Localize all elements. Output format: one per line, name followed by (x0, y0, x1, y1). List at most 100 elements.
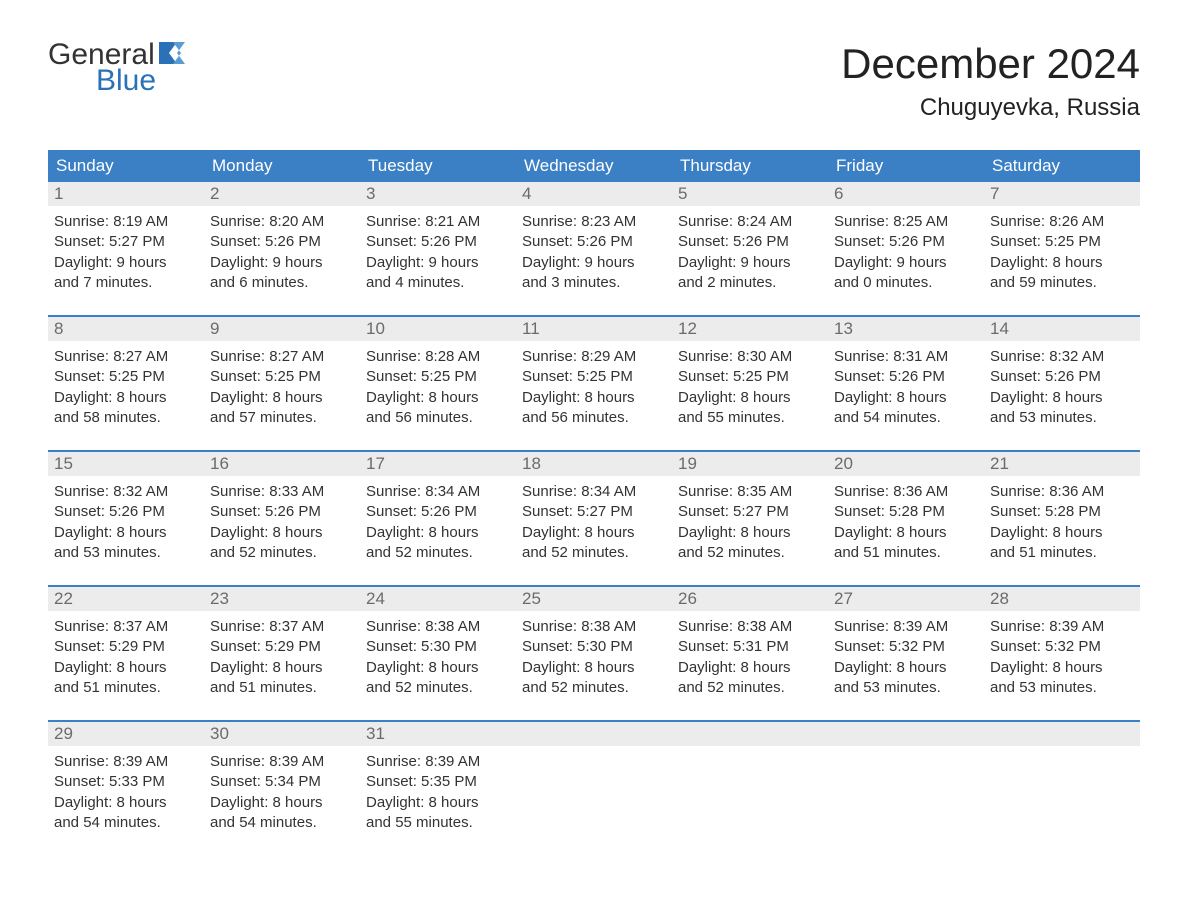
day-cell: 22Sunrise: 8:37 AMSunset: 5:29 PMDayligh… (48, 587, 204, 704)
sunrise-text: Sunrise: 8:26 AM (990, 212, 1134, 232)
sunrise-text: Sunrise: 8:21 AM (366, 212, 510, 232)
location: Chuguyevka, Russia (841, 94, 1140, 122)
day-number: 31 (360, 722, 516, 746)
sunrise-text: Sunrise: 8:39 AM (990, 617, 1134, 637)
sunrise-text: Sunrise: 8:36 AM (834, 482, 978, 502)
daylight-text-2: and 57 minutes. (210, 408, 354, 428)
daylight-text-2: and 55 minutes. (366, 813, 510, 833)
daylight-text-2: and 52 minutes. (210, 543, 354, 563)
week-row: 1Sunrise: 8:19 AMSunset: 5:27 PMDaylight… (48, 182, 1140, 299)
day-cell: 8Sunrise: 8:27 AMSunset: 5:25 PMDaylight… (48, 317, 204, 434)
day-cell: 20Sunrise: 8:36 AMSunset: 5:28 PMDayligh… (828, 452, 984, 569)
day-cell (828, 722, 984, 839)
daylight-text-2: and 51 minutes. (990, 543, 1134, 563)
month-title: December 2024 (841, 40, 1140, 88)
week-row: 29Sunrise: 8:39 AMSunset: 5:33 PMDayligh… (48, 720, 1140, 839)
daylight-text-1: Daylight: 8 hours (54, 658, 198, 678)
day-number: 29 (48, 722, 204, 746)
daylight-text-1: Daylight: 8 hours (990, 658, 1134, 678)
daylight-text-1: Daylight: 8 hours (834, 388, 978, 408)
day-content (984, 746, 1140, 816)
sunrise-text: Sunrise: 8:34 AM (366, 482, 510, 502)
day-number: 2 (204, 182, 360, 206)
day-number: 11 (516, 317, 672, 341)
daylight-text-2: and 51 minutes. (834, 543, 978, 563)
day-number: 15 (48, 452, 204, 476)
sunset-text: Sunset: 5:26 PM (54, 502, 198, 522)
day-cell: 30Sunrise: 8:39 AMSunset: 5:34 PMDayligh… (204, 722, 360, 839)
daylight-text-2: and 56 minutes. (522, 408, 666, 428)
sunset-text: Sunset: 5:33 PM (54, 772, 198, 792)
sunrise-text: Sunrise: 8:27 AM (54, 347, 198, 367)
day-cell: 3Sunrise: 8:21 AMSunset: 5:26 PMDaylight… (360, 182, 516, 299)
sunset-text: Sunset: 5:32 PM (990, 637, 1134, 657)
sunset-text: Sunset: 5:26 PM (522, 232, 666, 252)
sunrise-text: Sunrise: 8:19 AM (54, 212, 198, 232)
daylight-text-2: and 52 minutes. (678, 543, 822, 563)
daylight-text-2: and 53 minutes. (990, 408, 1134, 428)
sunset-text: Sunset: 5:31 PM (678, 637, 822, 657)
day-number (672, 722, 828, 746)
daylight-text-2: and 52 minutes. (366, 543, 510, 563)
sunrise-text: Sunrise: 8:33 AM (210, 482, 354, 502)
day-number: 21 (984, 452, 1140, 476)
daylight-text-1: Daylight: 8 hours (522, 658, 666, 678)
sunset-text: Sunset: 5:29 PM (54, 637, 198, 657)
day-cell (672, 722, 828, 839)
sunset-text: Sunset: 5:29 PM (210, 637, 354, 657)
day-number: 9 (204, 317, 360, 341)
daylight-text-2: and 7 minutes. (54, 273, 198, 293)
day-cell: 12Sunrise: 8:30 AMSunset: 5:25 PMDayligh… (672, 317, 828, 434)
daylight-text-2: and 54 minutes. (210, 813, 354, 833)
sunrise-text: Sunrise: 8:31 AM (834, 347, 978, 367)
sunrise-text: Sunrise: 8:27 AM (210, 347, 354, 367)
day-number: 3 (360, 182, 516, 206)
logo: General Blue (48, 40, 187, 96)
flag-icon (159, 42, 187, 68)
day-cell (984, 722, 1140, 839)
day-cell: 21Sunrise: 8:36 AMSunset: 5:28 PMDayligh… (984, 452, 1140, 569)
day-content: Sunrise: 8:39 AMSunset: 5:32 PMDaylight:… (828, 611, 984, 704)
daylight-text-1: Daylight: 8 hours (522, 523, 666, 543)
day-content: Sunrise: 8:28 AMSunset: 5:25 PMDaylight:… (360, 341, 516, 434)
daylight-text-1: Daylight: 8 hours (522, 388, 666, 408)
title-block: December 2024 Chuguyevka, Russia (841, 40, 1140, 122)
day-content: Sunrise: 8:33 AMSunset: 5:26 PMDaylight:… (204, 476, 360, 569)
week-row: 22Sunrise: 8:37 AMSunset: 5:29 PMDayligh… (48, 585, 1140, 704)
day-content: Sunrise: 8:39 AMSunset: 5:33 PMDaylight:… (48, 746, 204, 839)
day-content: Sunrise: 8:36 AMSunset: 5:28 PMDaylight:… (828, 476, 984, 569)
day-cell: 15 Sunrise: 8:32 AMSunset: 5:26 PMDayligh… (48, 452, 204, 569)
daylight-text-1: Daylight: 8 hours (678, 523, 822, 543)
day-number: 18 (516, 452, 672, 476)
day-cell: 18Sunrise: 8:34 AMSunset: 5:27 PMDayligh… (516, 452, 672, 569)
sunrise-text: Sunrise: 8:38 AM (678, 617, 822, 637)
daylight-text-1: Daylight: 8 hours (54, 793, 198, 813)
sunset-text: Sunset: 5:25 PM (54, 367, 198, 387)
day-cell (516, 722, 672, 839)
daylight-text-1: Daylight: 9 hours (54, 253, 198, 273)
day-content: Sunrise: 8:29 AMSunset: 5:25 PMDaylight:… (516, 341, 672, 434)
sunrise-text: Sunrise: 8:30 AM (678, 347, 822, 367)
daylight-text-2: and 2 minutes. (678, 273, 822, 293)
logo-text-blue: Blue (96, 66, 187, 96)
sunset-text: Sunset: 5:27 PM (678, 502, 822, 522)
day-content: Sunrise: 8:30 AMSunset: 5:25 PMDaylight:… (672, 341, 828, 434)
day-header: Thursday (672, 150, 828, 182)
daylight-text-2: and 54 minutes. (834, 408, 978, 428)
day-content: Sunrise: 8:27 AMSunset: 5:25 PMDaylight:… (204, 341, 360, 434)
sunrise-text: Sunrise: 8:23 AM (522, 212, 666, 232)
sunrise-text: Sunrise: 8:32 AM (990, 347, 1134, 367)
sunset-text: Sunset: 5:28 PM (990, 502, 1134, 522)
sunset-text: Sunset: 5:26 PM (366, 502, 510, 522)
day-number (984, 722, 1140, 746)
day-cell: 28Sunrise: 8:39 AMSunset: 5:32 PMDayligh… (984, 587, 1140, 704)
day-number: 25 (516, 587, 672, 611)
sunrise-text: Sunrise: 8:35 AM (678, 482, 822, 502)
sunrise-text: Sunrise: 8:38 AM (522, 617, 666, 637)
day-number: 5 (672, 182, 828, 206)
daylight-text-1: Daylight: 8 hours (834, 523, 978, 543)
day-number: 24 (360, 587, 516, 611)
sunrise-text: Sunrise: 8:32 AM (54, 482, 198, 502)
daylight-text-1: Daylight: 8 hours (54, 523, 198, 543)
day-cell: 29Sunrise: 8:39 AMSunset: 5:33 PMDayligh… (48, 722, 204, 839)
